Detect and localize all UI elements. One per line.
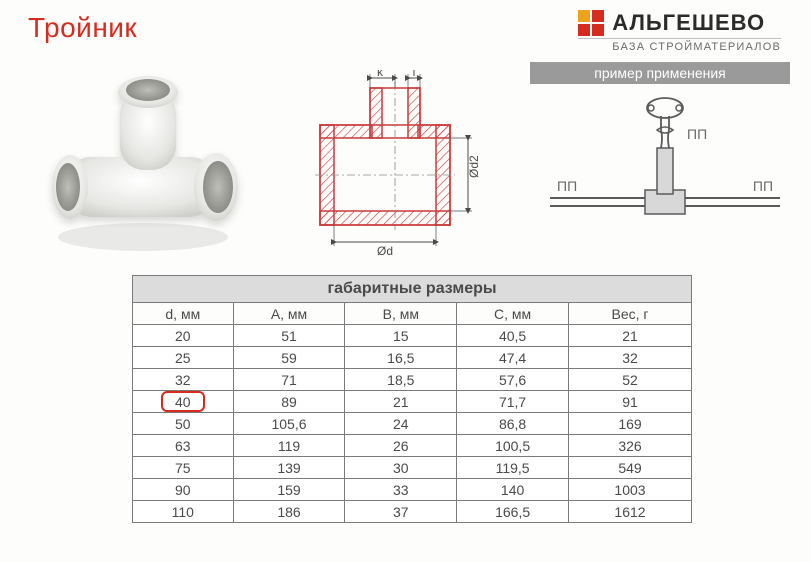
table-row: 11018637166,51612: [133, 501, 692, 523]
table-cell: 90: [133, 479, 234, 501]
table-row: 90159331401003: [133, 479, 692, 501]
table-cell: 159: [233, 479, 345, 501]
table-row: 7513930119,5549: [133, 457, 692, 479]
pp-label-up: ПП: [687, 126, 707, 142]
table-cell: 166,5: [457, 501, 569, 523]
table-header: A, мм: [233, 303, 345, 325]
pp-label-left: ПП: [557, 178, 577, 194]
table-cell: 50: [133, 413, 234, 435]
sizes-table-wrap: габаритные размеры d, ммA, ммB, ммC, ммВ…: [132, 275, 692, 523]
example-application-bar: пример применения: [530, 62, 790, 84]
table-cell: 1003: [569, 479, 692, 501]
table-cell: 186: [233, 501, 345, 523]
brand-name: АЛЬГЕШЕВО: [612, 10, 765, 36]
dim-d-label: Ød: [377, 244, 393, 258]
sizes-table: d, ммA, ммB, ммC, ммВес, г 20511540,5212…: [132, 302, 692, 523]
table-cell: 32: [133, 369, 234, 391]
table-cell: 57,6: [457, 369, 569, 391]
brand-logo: АЛЬГЕШЕВО БАЗА СТРОЙМАТЕРИАЛОВ: [578, 10, 781, 53]
brand-square-1: [592, 10, 604, 22]
table-cell: 105,6: [233, 413, 345, 435]
table-cell: 40: [133, 391, 234, 413]
brand-squares: [578, 10, 604, 36]
table-cell: 71,7: [457, 391, 569, 413]
table-cell: 89: [233, 391, 345, 413]
table-cell: 21: [569, 325, 692, 347]
table-header: B, мм: [345, 303, 457, 325]
table-cell: 549: [569, 457, 692, 479]
table-cell: 37: [345, 501, 457, 523]
table-cell: 119,5: [457, 457, 569, 479]
table-cell: 75: [133, 457, 234, 479]
table-cell: 59: [233, 347, 345, 369]
table-row: 6311926100,5326: [133, 435, 692, 457]
table-row: 50105,62486,8169: [133, 413, 692, 435]
table-cell: 169: [569, 413, 692, 435]
page-title: Тройник: [28, 12, 137, 44]
table-cell: 110: [133, 501, 234, 523]
table-cell: 139: [233, 457, 345, 479]
table-cell: 33: [345, 479, 457, 501]
table-cell: 119: [233, 435, 345, 457]
table-cell: 18,5: [345, 369, 457, 391]
table-cell: 326: [569, 435, 692, 457]
dimension-drawing: k l Ød Ød2: [300, 70, 500, 260]
table-row: 40892171,791: [133, 391, 692, 413]
table-cell: 16,5: [345, 347, 457, 369]
application-drawing: ПП ПП ПП: [545, 90, 785, 230]
brand-square-3: [592, 24, 604, 36]
highlight-box: [161, 391, 205, 412]
table-title: габаритные размеры: [132, 275, 692, 302]
table-header: d, мм: [133, 303, 234, 325]
table-row: 20511540,521: [133, 325, 692, 347]
table-cell: 51: [233, 325, 345, 347]
table-cell: 24: [345, 413, 457, 435]
table-cell: 25: [133, 347, 234, 369]
table-cell: 91: [569, 391, 692, 413]
dim-k-label: k: [377, 70, 384, 79]
table-cell: 140: [457, 479, 569, 501]
brand-square-0: [578, 10, 590, 22]
table-row: 255916,547,432: [133, 347, 692, 369]
pp-label-right: ПП: [753, 178, 773, 194]
table-cell: 52: [569, 369, 692, 391]
table-cell: 1612: [569, 501, 692, 523]
table-cell: 30: [345, 457, 457, 479]
table-row: 327118,557,652: [133, 369, 692, 391]
table-header: Вес, г: [569, 303, 692, 325]
table-cell: 40,5: [457, 325, 569, 347]
brand-square-2: [578, 24, 590, 36]
table-cell: 100,5: [457, 435, 569, 457]
table-cell: 21: [345, 391, 457, 413]
table-header: C, мм: [457, 303, 569, 325]
dim-l-label: l: [413, 70, 416, 79]
product-photo: [28, 62, 258, 262]
table-cell: 26: [345, 435, 457, 457]
table-cell: 71: [233, 369, 345, 391]
table-cell: 86,8: [457, 413, 569, 435]
dim-d2-label: Ød2: [467, 155, 481, 178]
brand-subtitle: БАЗА СТРОЙМАТЕРИАЛОВ: [578, 38, 781, 53]
table-cell: 32: [569, 347, 692, 369]
table-cell: 20: [133, 325, 234, 347]
table-cell: 47,4: [457, 347, 569, 369]
table-cell: 63: [133, 435, 234, 457]
table-cell: 15: [345, 325, 457, 347]
